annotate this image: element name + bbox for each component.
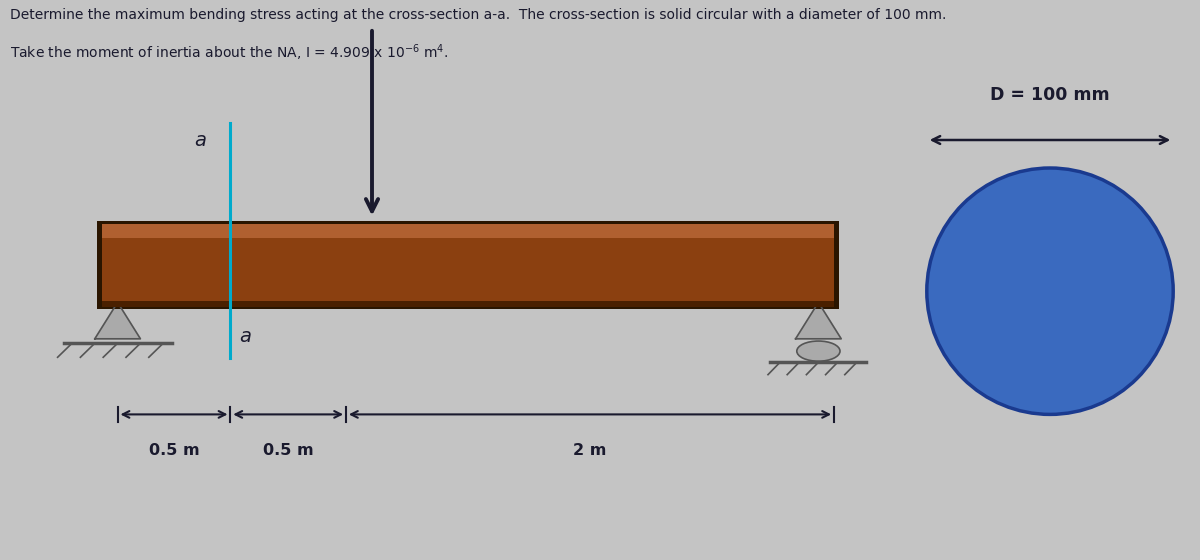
Text: D = 100 mm: D = 100 mm [990, 86, 1110, 104]
Text: 0.5 m: 0.5 m [149, 444, 199, 458]
Polygon shape [796, 302, 841, 339]
Text: Take the moment of inertia about the NA, I = 4.909 x 10$^{-6}$ m$^4$.: Take the moment of inertia about the NA,… [10, 42, 448, 63]
Ellipse shape [926, 168, 1174, 414]
Text: Determine the maximum bending stress acting at the cross-section a-a.  The cross: Determine the maximum bending stress act… [10, 8, 946, 22]
Text: a: a [239, 326, 251, 346]
Circle shape [797, 341, 840, 361]
Text: 0.5 m: 0.5 m [263, 444, 313, 458]
Polygon shape [95, 302, 140, 339]
Text: a: a [194, 130, 206, 150]
Bar [97, 221, 839, 309]
Text: 2 m: 2 m [574, 444, 607, 458]
Bar [102, 224, 834, 302]
Bar [102, 301, 834, 307]
Bar [102, 224, 834, 238]
